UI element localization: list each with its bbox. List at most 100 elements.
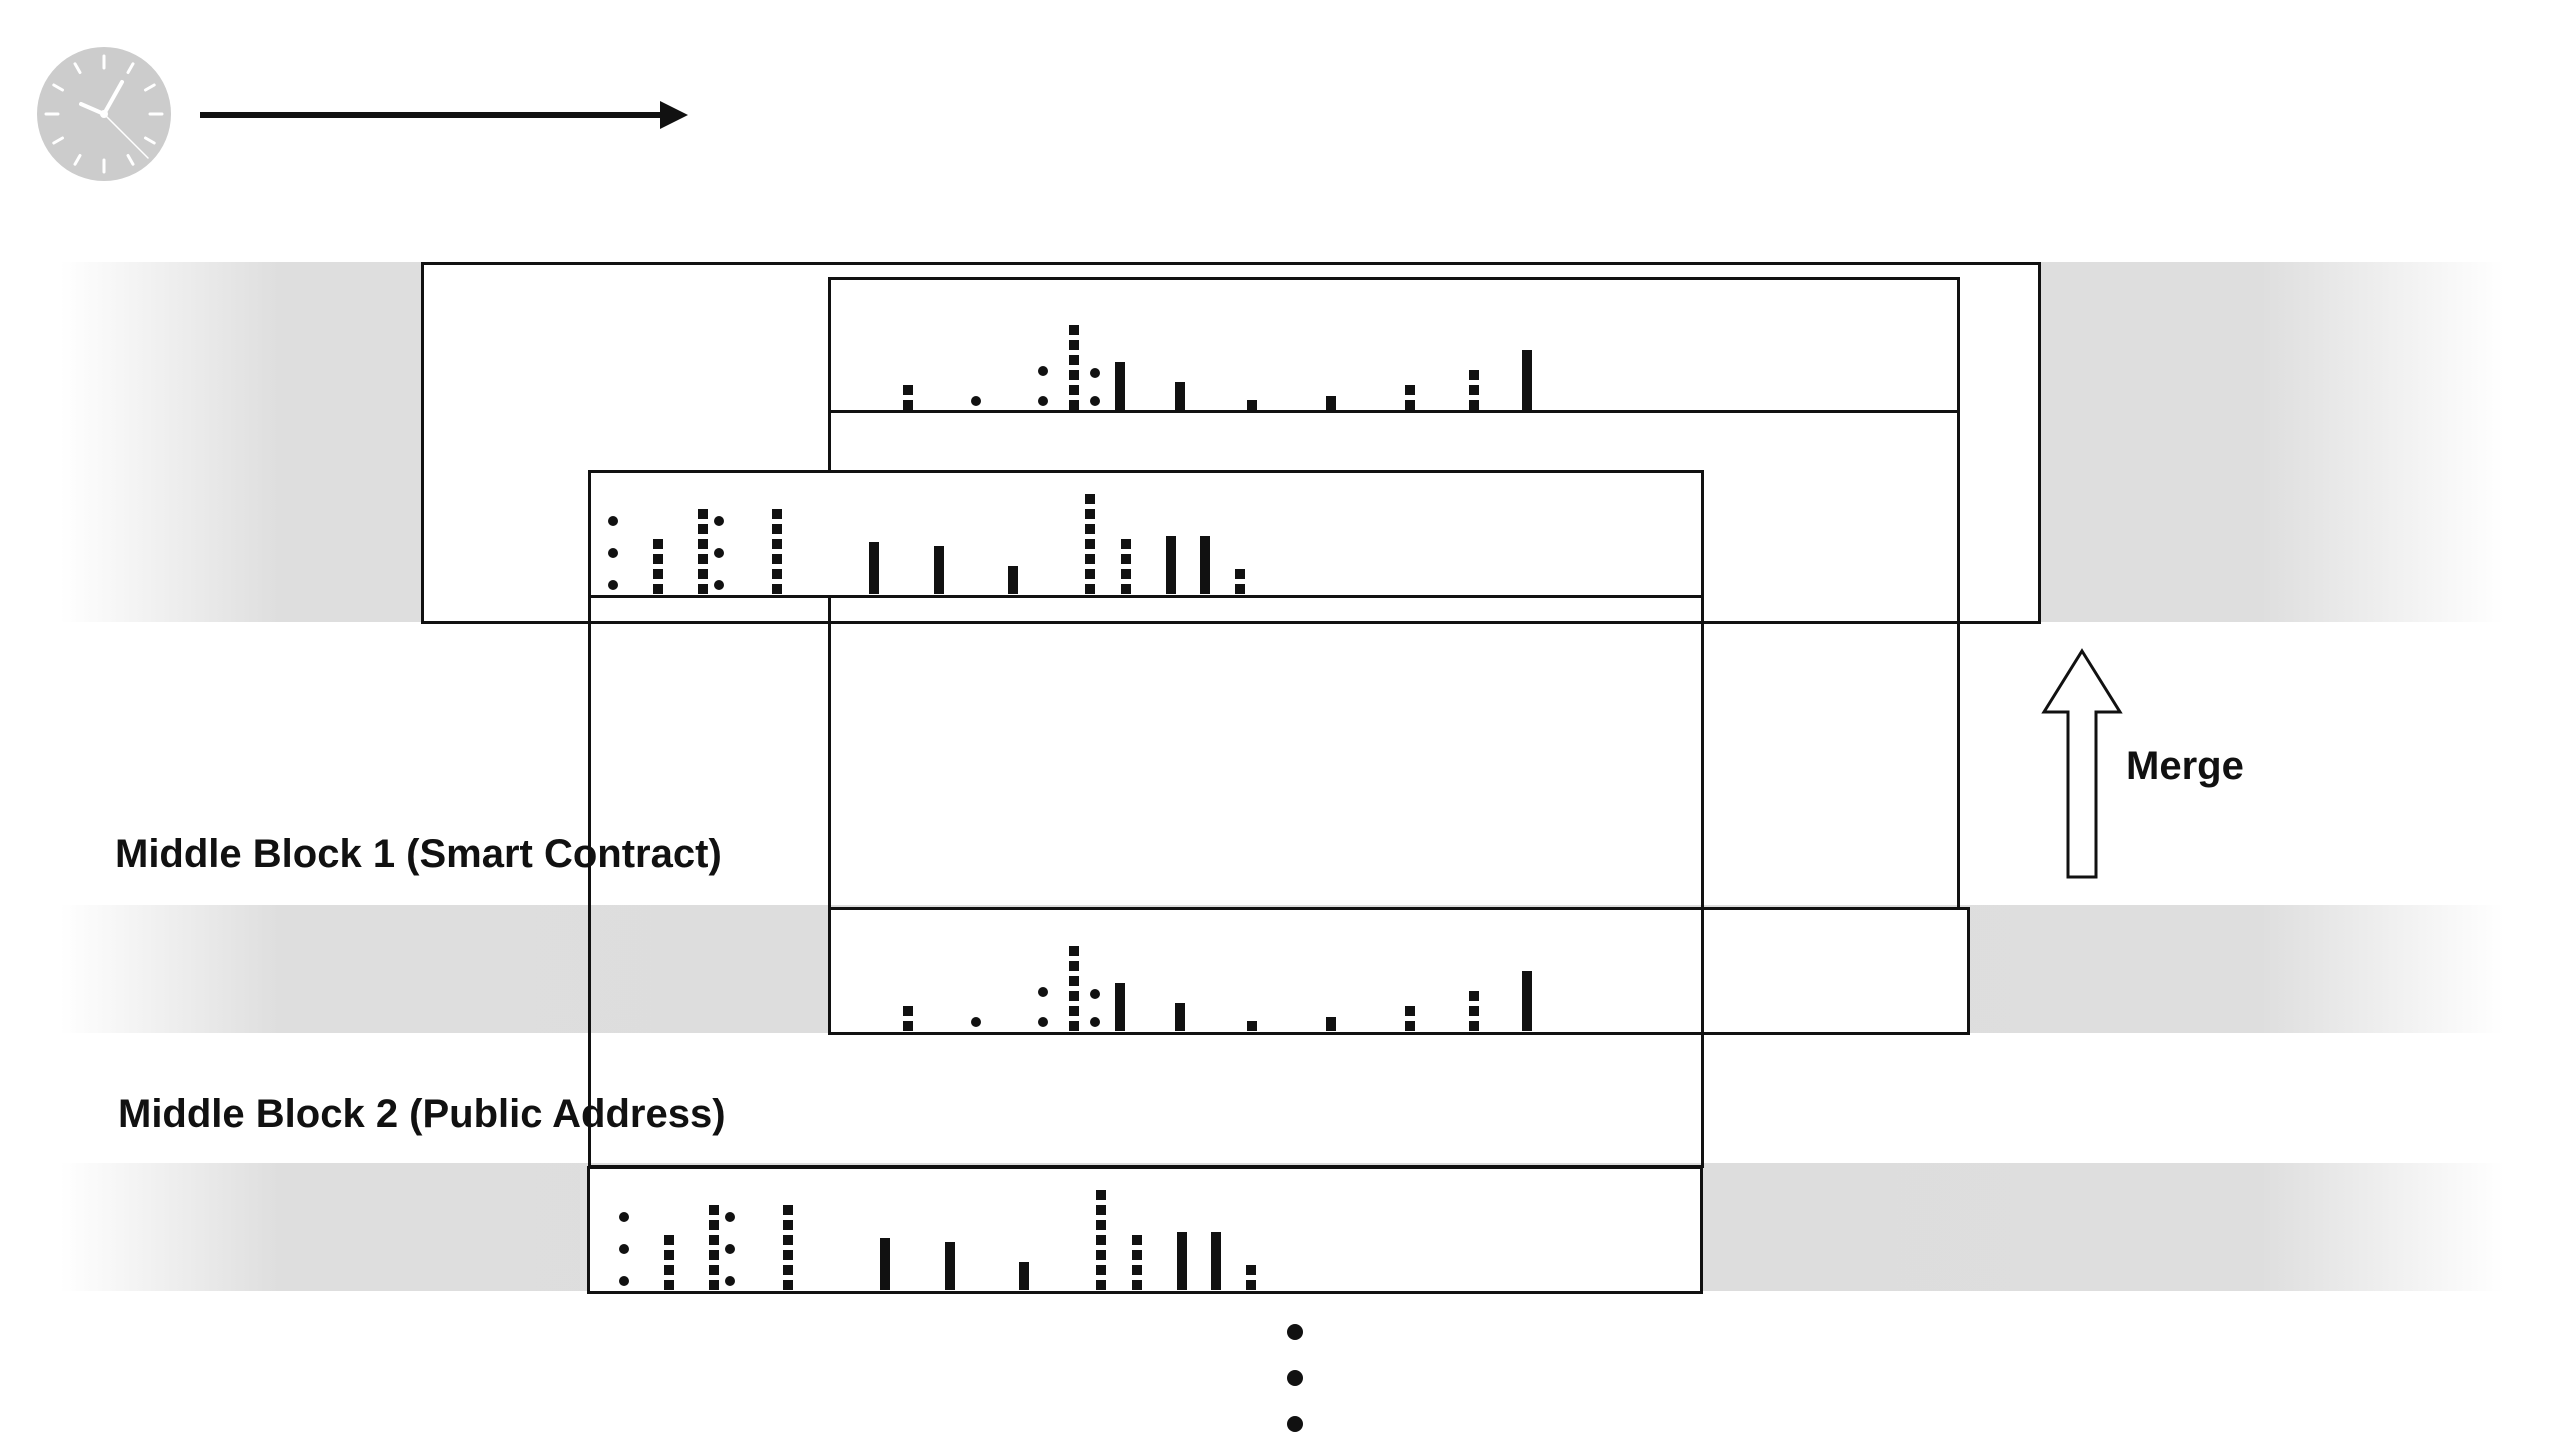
transaction-square <box>1405 400 1415 410</box>
transaction-dot <box>714 548 724 558</box>
vertical-ellipsis-icon <box>1287 1324 1303 1432</box>
transaction-bar <box>880 1238 890 1290</box>
transaction-bar <box>934 546 944 594</box>
transaction-square <box>1085 494 1095 504</box>
transaction-square <box>698 569 708 579</box>
transaction-dot <box>1038 987 1048 997</box>
transaction-square <box>1096 1220 1106 1230</box>
transaction-dot <box>608 516 618 526</box>
transaction-square <box>698 524 708 534</box>
transaction-square <box>698 509 708 519</box>
transaction-square <box>1405 1006 1415 1016</box>
transaction-square <box>1132 1280 1142 1290</box>
transaction-square <box>903 385 913 395</box>
transaction-square <box>783 1205 793 1215</box>
transaction-dot <box>619 1212 629 1222</box>
transaction-square <box>664 1235 674 1245</box>
transaction-bar <box>1008 566 1018 594</box>
transaction-square <box>1069 961 1079 971</box>
transaction-square <box>698 554 708 564</box>
transaction-dot <box>1090 1017 1100 1027</box>
transaction-square <box>1069 976 1079 986</box>
transaction-square <box>664 1280 674 1290</box>
transaction-square <box>1132 1250 1142 1260</box>
transaction-square <box>783 1265 793 1275</box>
transaction-square <box>709 1235 719 1245</box>
transaction-square <box>653 539 663 549</box>
transaction-bar <box>1211 1232 1221 1290</box>
transaction-dot <box>1090 396 1100 406</box>
transaction-square <box>1069 340 1079 350</box>
transaction-square <box>772 569 782 579</box>
transaction-bar <box>1019 1262 1029 1290</box>
transaction-dot <box>1090 368 1100 378</box>
transaction-square <box>903 1021 913 1031</box>
transaction-dot <box>725 1276 735 1286</box>
middle-block-1-label: Middle Block 1 (Smart Contract) <box>115 832 722 876</box>
transaction-square <box>1121 584 1131 594</box>
transaction-bar <box>1115 362 1125 410</box>
transaction-square <box>1235 584 1245 594</box>
transaction-dot <box>971 396 981 406</box>
transaction-square <box>1096 1205 1106 1215</box>
transaction-square <box>1069 946 1079 956</box>
transaction-square <box>1405 385 1415 395</box>
transaction-square <box>1247 400 1257 410</box>
transaction-square <box>1469 385 1479 395</box>
transaction-dot <box>1090 989 1100 999</box>
transaction-square <box>709 1205 719 1215</box>
transaction-square <box>653 569 663 579</box>
transaction-dot <box>619 1276 629 1286</box>
middle-block-2-label: Middle Block 2 (Public Address) <box>118 1092 726 1136</box>
transaction-square <box>1132 1235 1142 1245</box>
transaction-square <box>1069 400 1079 410</box>
transaction-bar <box>1177 1232 1187 1290</box>
transaction-square <box>1085 569 1095 579</box>
transaction-bar <box>1115 983 1125 1031</box>
transaction-dot <box>971 1017 981 1027</box>
transaction-square <box>1096 1280 1106 1290</box>
transaction-dot <box>1038 1017 1048 1027</box>
transaction-square <box>1096 1235 1106 1245</box>
transaction-dot <box>714 516 724 526</box>
transaction-bar <box>1175 382 1185 410</box>
transaction-bar <box>1166 536 1176 594</box>
transaction-square <box>1069 1021 1079 1031</box>
transaction-square <box>772 554 782 564</box>
transaction-square <box>903 1006 913 1016</box>
arrow-right-icon <box>200 101 688 129</box>
transaction-square <box>1247 1021 1257 1031</box>
merge-label: Merge <box>2126 744 2244 788</box>
transaction-square <box>1096 1250 1106 1260</box>
transaction-dot <box>619 1244 629 1254</box>
transaction-square <box>1069 991 1079 1001</box>
transaction-dot <box>1038 396 1048 406</box>
transaction-square <box>1069 355 1079 365</box>
transaction-square <box>709 1250 719 1260</box>
transaction-square <box>772 584 782 594</box>
transaction-square <box>709 1265 719 1275</box>
transaction-square <box>783 1250 793 1260</box>
transaction-bar <box>1522 350 1532 410</box>
merged-strip-smart-contract <box>828 277 1960 413</box>
transaction-dot <box>1038 366 1048 376</box>
transaction-square <box>1085 584 1095 594</box>
transaction-dot <box>608 580 618 590</box>
transaction-square <box>1469 1006 1479 1016</box>
transaction-square <box>653 554 663 564</box>
transaction-square <box>783 1220 793 1230</box>
transaction-bar <box>869 542 879 594</box>
transaction-square <box>1096 1190 1106 1200</box>
projection-line <box>588 598 591 1168</box>
transaction-square <box>1405 1021 1415 1031</box>
transaction-square <box>1069 325 1079 335</box>
arrow-up-icon <box>2041 648 2123 879</box>
transaction-square <box>1469 991 1479 1001</box>
transaction-square <box>1096 1265 1106 1275</box>
transaction-square <box>772 524 782 534</box>
merged-strip-public-address <box>588 470 1704 598</box>
projection-line <box>1701 598 1704 1168</box>
transaction-square <box>1121 554 1131 564</box>
transaction-bar <box>1522 971 1532 1031</box>
